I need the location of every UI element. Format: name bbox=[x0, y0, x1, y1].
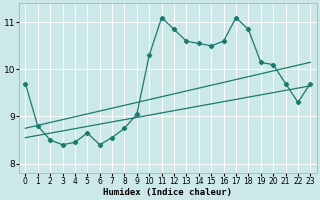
X-axis label: Humidex (Indice chaleur): Humidex (Indice chaleur) bbox=[103, 188, 232, 197]
